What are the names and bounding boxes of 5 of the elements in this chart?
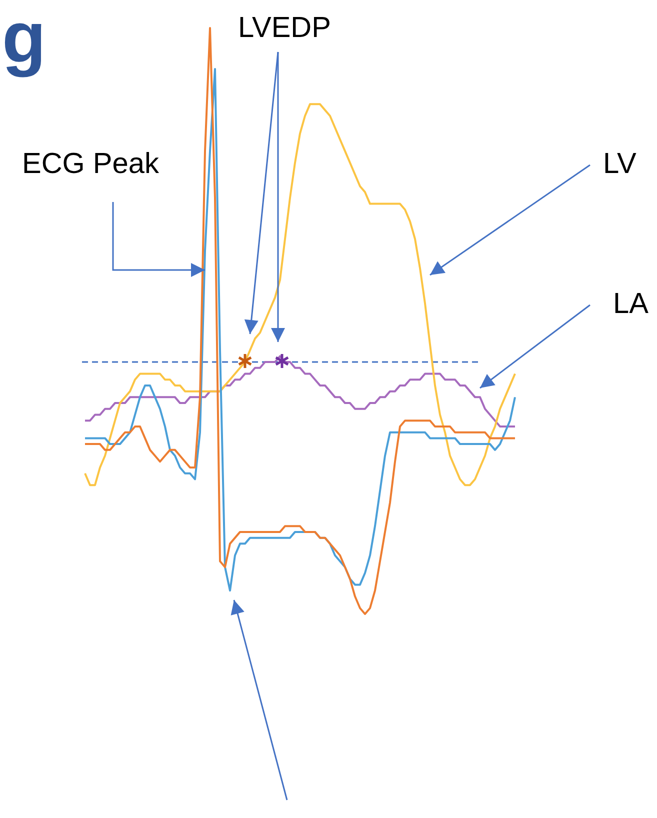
- annotation: LVEDP: [238, 12, 331, 44]
- text: LV: [603, 148, 636, 180]
- chart-title: g: [2, 0, 46, 78]
- text: LA: [613, 288, 648, 320]
- annotation: ECG Peak: [22, 148, 159, 180]
